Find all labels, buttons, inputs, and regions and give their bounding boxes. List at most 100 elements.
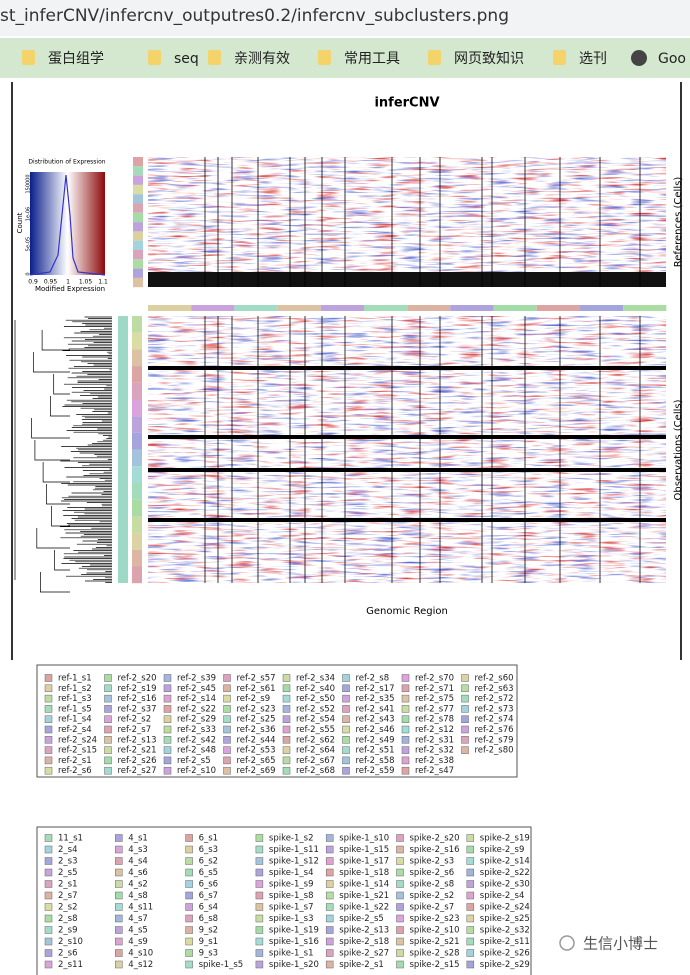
legend-swatch	[104, 674, 112, 682]
obs-label: Observations (Cells)	[673, 399, 684, 500]
legend-swatch	[115, 914, 123, 923]
legend-swatch	[466, 834, 475, 842]
legend-label: ref-2_s50	[296, 694, 335, 704]
legend-label: ref-2_s46	[356, 725, 395, 735]
legend-swatch	[163, 715, 172, 723]
watermark-icon	[559, 935, 575, 951]
legend-swatch	[466, 914, 475, 923]
chrom-bar	[580, 305, 624, 311]
ref-annotation	[133, 268, 143, 278]
legend-swatch	[396, 857, 404, 865]
legend-label: spike-2_s15	[410, 960, 460, 970]
legend-swatch	[185, 845, 193, 854]
legend-label: 6_s3	[199, 845, 219, 855]
legend-swatch	[163, 756, 172, 765]
bookmark[interactable]: 常用工具	[344, 51, 400, 67]
legend-label: 4_s7	[128, 914, 148, 924]
legend-swatch	[342, 715, 350, 723]
legend-label: 4_s12	[128, 960, 153, 970]
chrom-bar	[277, 305, 321, 311]
legend-swatch	[342, 746, 350, 754]
address-bar[interactable]	[0, 0, 690, 36]
legend-swatch	[44, 736, 53, 744]
bookmark[interactable]: 网页致知识	[454, 50, 524, 67]
legend-swatch	[255, 880, 264, 888]
bookmark[interactable]: 选刊	[579, 51, 607, 67]
legend-swatch	[185, 949, 193, 957]
legend-label: spike-1_s15	[339, 845, 389, 855]
legend-label: 2_s11	[58, 960, 83, 970]
obs-annotation	[132, 349, 142, 367]
legend-swatch	[461, 694, 469, 703]
hist-title: Distribution of Expression	[28, 159, 105, 166]
chrom-bar	[148, 305, 192, 311]
legend-label: ref-2_s24	[58, 735, 97, 745]
legend-swatch	[461, 684, 469, 693]
legend-swatch	[325, 914, 334, 923]
legend-label: spike-1_s3	[269, 914, 314, 924]
legend-label: ref-2_s7	[118, 725, 152, 735]
legend-swatch	[282, 766, 291, 775]
legend-label: spike-2_s20	[410, 834, 460, 844]
legend-label: spike-1_s9	[269, 880, 314, 890]
legend-label: spike-2_s23	[410, 914, 460, 924]
legend-label: ref-2_s41	[356, 704, 395, 714]
legend-label: ref-1_s4	[58, 715, 92, 725]
legend-swatch	[163, 725, 172, 734]
obs-annotation	[132, 316, 142, 333]
ref-annotation	[133, 184, 143, 195]
legend-swatch	[115, 926, 123, 934]
legend-label: ref-2_s13	[118, 735, 157, 745]
bookmark[interactable]: Goo	[658, 51, 686, 67]
ref-annotation	[133, 175, 143, 185]
obs-annotation	[118, 316, 128, 583]
legend-swatch	[401, 684, 410, 693]
legend-label: spike-2_s2	[410, 891, 455, 901]
obs-annotation	[132, 399, 142, 417]
legend-label: ref-2_s9	[237, 694, 271, 704]
bookmark[interactable]: 蛋白组学	[48, 51, 104, 67]
legend-label: spike-1_s14	[339, 880, 389, 890]
hist-x-tick: 1.1	[98, 279, 108, 286]
legend-label: 2_s4	[58, 845, 78, 855]
legend-label: ref-2_s39	[177, 674, 216, 684]
legend-label: spike-2_s3	[410, 857, 455, 867]
legend-label: ref-2_s70	[415, 674, 454, 684]
obs-annotation	[132, 516, 142, 534]
legend-label: 9_s1	[199, 937, 219, 947]
legend-swatch	[396, 834, 404, 842]
legend-label: ref-2_s78	[415, 715, 454, 725]
chrom-bar	[450, 305, 494, 311]
bookmark[interactable]: seq	[174, 51, 199, 67]
legend-swatch	[44, 903, 53, 911]
legend-swatch	[255, 868, 264, 877]
legend-label: ref-2_s59	[356, 766, 395, 776]
ref-annotation	[133, 250, 143, 260]
legend-swatch	[223, 715, 231, 723]
legend-swatch	[401, 674, 410, 682]
legend-swatch	[255, 926, 264, 934]
legend-label: ref-2_s35	[356, 694, 395, 704]
legend-swatch	[401, 756, 410, 765]
hist-y-tick: 150000	[26, 174, 32, 193]
legend-label: 11_s1	[58, 834, 83, 844]
legend-label: ref-2_s47	[415, 766, 454, 776]
legend-swatch	[325, 868, 334, 877]
legend-label: spike-2_s30	[480, 880, 530, 890]
legend-label: spike-2_s24	[480, 903, 530, 913]
legend-swatch	[255, 845, 264, 854]
legend-label: ref-1_s5	[58, 704, 92, 714]
legend-label: ref-2_s57	[237, 674, 276, 684]
legend-swatch	[461, 705, 469, 713]
legend-label: spike-2_s27	[339, 949, 389, 959]
legend-label: ref-2_s15	[58, 746, 97, 756]
legend-swatch	[255, 857, 264, 865]
obs-annotation	[132, 366, 142, 383]
legend-swatch	[461, 746, 469, 754]
bookmark[interactable]: 亲测有效	[234, 51, 290, 67]
legend-swatch	[396, 914, 404, 923]
legend-label: ref-2_s73	[475, 704, 514, 714]
url[interactable]: st_inferCNV/infercnv_outputres0.2/inferc…	[0, 6, 509, 26]
obs-annotation	[132, 449, 142, 467]
legend-box	[36, 826, 532, 975]
